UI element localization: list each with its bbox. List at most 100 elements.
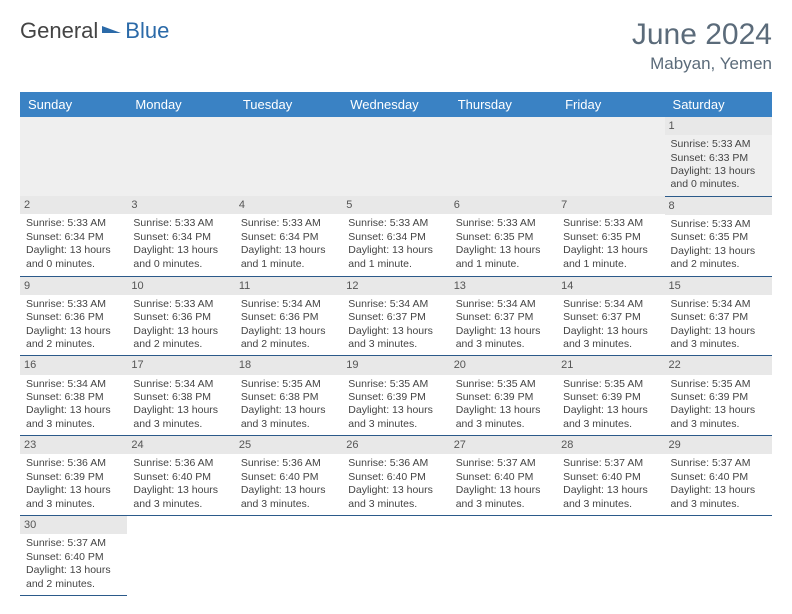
day-info: Sunrise: 5:34 AMSunset: 6:36 PMDaylight:… bbox=[241, 298, 336, 352]
day-info: Sunrise: 5:35 AMSunset: 6:39 PMDaylight:… bbox=[348, 378, 443, 432]
day-info: Sunrise: 5:34 AMSunset: 6:38 PMDaylight:… bbox=[26, 378, 121, 432]
weekday-header: Friday bbox=[557, 92, 664, 117]
calendar-cell: 17 Sunrise: 5:34 AMSunset: 6:38 PMDayligh… bbox=[127, 356, 234, 436]
day-number: 10 bbox=[127, 277, 234, 295]
calendar-row: 1Sunrise: 5:33 AMSunset: 6:33 PMDaylight… bbox=[20, 117, 772, 196]
calendar-row: 30Sunrise: 5:37 AMSunset: 6:40 PMDayligh… bbox=[20, 516, 772, 596]
calendar-cell bbox=[235, 516, 342, 596]
day-number: 12 bbox=[342, 277, 449, 295]
day-info: Sunrise: 5:34 AMSunset: 6:37 PMDaylight:… bbox=[348, 298, 443, 352]
calendar-cell: 22 Sunrise: 5:35 AMSunset: 6:39 PMDayligh… bbox=[665, 356, 772, 436]
day-info: Sunrise: 5:35 AMSunset: 6:39 PMDaylight:… bbox=[456, 378, 551, 432]
logo-text-general: General bbox=[20, 18, 98, 44]
day-number: 13 bbox=[450, 277, 557, 295]
calendar-cell bbox=[127, 117, 234, 196]
calendar-cell: 23 Sunrise: 5:36 AMSunset: 6:39 PMDayligh… bbox=[20, 436, 127, 516]
calendar-cell: 16 Sunrise: 5:34 AMSunset: 6:38 PMDayligh… bbox=[20, 356, 127, 436]
calendar-cell: 11 Sunrise: 5:34 AMSunset: 6:36 PMDayligh… bbox=[235, 276, 342, 356]
day-number: 16 bbox=[20, 356, 127, 374]
day-number: 22 bbox=[665, 356, 772, 374]
calendar-cell: 15Sunrise: 5:34 AMSunset: 6:37 PMDayligh… bbox=[665, 276, 772, 356]
calendar-cell bbox=[557, 117, 664, 196]
calendar-cell: 1Sunrise: 5:33 AMSunset: 6:33 PMDaylight… bbox=[665, 117, 772, 196]
calendar-cell: 20 Sunrise: 5:35 AMSunset: 6:39 PMDayligh… bbox=[450, 356, 557, 436]
calendar-cell: 10Sunrise: 5:33 AMSunset: 6:36 PMDayligh… bbox=[127, 276, 234, 356]
weekday-header: Sunday bbox=[20, 92, 127, 117]
weekday-header: Thursday bbox=[450, 92, 557, 117]
logo-text-blue: Blue bbox=[125, 18, 169, 44]
logo-flag-icon bbox=[98, 18, 123, 44]
day-number: 7 bbox=[557, 196, 664, 214]
calendar-cell: 14 Sunrise: 5:34 AMSunset: 6:37 PMDayligh… bbox=[557, 276, 664, 356]
day-info: Sunrise: 5:33 AMSunset: 6:35 PMDaylight:… bbox=[456, 217, 551, 271]
day-info: Sunrise: 5:33 AMSunset: 6:34 PMDaylight:… bbox=[241, 217, 336, 271]
day-info: Sunrise: 5:33 AMSunset: 6:36 PMDaylight:… bbox=[26, 298, 121, 352]
day-info: Sunrise: 5:36 AMSunset: 6:40 PMDaylight:… bbox=[348, 457, 443, 511]
day-number: 26 bbox=[342, 436, 449, 454]
header: General Blue June 2024 Mabyan, Yemen bbox=[20, 18, 772, 74]
day-number: 2 bbox=[20, 196, 127, 214]
calendar-cell bbox=[450, 117, 557, 196]
calendar-cell bbox=[665, 516, 772, 596]
day-info: Sunrise: 5:34 AMSunset: 6:38 PMDaylight:… bbox=[133, 378, 228, 432]
weekday-header: Wednesday bbox=[342, 92, 449, 117]
day-number: 6 bbox=[450, 196, 557, 214]
weekday-header: Monday bbox=[127, 92, 234, 117]
day-info: Sunrise: 5:37 AMSunset: 6:40 PMDaylight:… bbox=[456, 457, 551, 511]
calendar-cell: 12 Sunrise: 5:34 AMSunset: 6:37 PMDayligh… bbox=[342, 276, 449, 356]
calendar-cell: 19Sunrise: 5:35 AMSunset: 6:39 PMDayligh… bbox=[342, 356, 449, 436]
calendar-cell: 8Sunrise: 5:33 AMSunset: 6:35 PMDaylight… bbox=[665, 196, 772, 276]
day-info: Sunrise: 5:33 AMSunset: 6:34 PMDaylight:… bbox=[133, 217, 228, 271]
calendar-cell: 24 Sunrise: 5:36 AMSunset: 6:40 PMDayligh… bbox=[127, 436, 234, 516]
location: Mabyan, Yemen bbox=[632, 54, 772, 74]
day-number: 5 bbox=[342, 196, 449, 214]
calendar-cell: 5Sunrise: 5:33 AMSunset: 6:34 PMDaylight… bbox=[342, 196, 449, 276]
day-number: 25 bbox=[235, 436, 342, 454]
day-info: Sunrise: 5:33 AMSunset: 6:35 PMDaylight:… bbox=[563, 217, 658, 271]
calendar-cell bbox=[20, 117, 127, 196]
day-number: 17 bbox=[127, 356, 234, 374]
calendar-cell: 29 Sunrise: 5:37 AMSunset: 6:40 PMDayligh… bbox=[665, 436, 772, 516]
day-number: 28 bbox=[557, 436, 664, 454]
calendar-row: 16 Sunrise: 5:34 AMSunset: 6:38 PMDayligh… bbox=[20, 356, 772, 436]
calendar-cell: 27Sunrise: 5:37 AMSunset: 6:40 PMDayligh… bbox=[450, 436, 557, 516]
calendar-body: 1Sunrise: 5:33 AMSunset: 6:33 PMDaylight… bbox=[20, 117, 772, 595]
day-number: 24 bbox=[127, 436, 234, 454]
day-info: Sunrise: 5:37 AMSunset: 6:40 PMDaylight:… bbox=[671, 457, 766, 511]
calendar-row: 9 Sunrise: 5:33 AMSunset: 6:36 PMDaylight… bbox=[20, 276, 772, 356]
day-info: Sunrise: 5:36 AMSunset: 6:40 PMDaylight:… bbox=[133, 457, 228, 511]
page: General Blue June 2024 Mabyan, Yemen Sun… bbox=[0, 0, 792, 614]
day-info: Sunrise: 5:36 AMSunset: 6:40 PMDaylight:… bbox=[241, 457, 336, 511]
day-info: Sunrise: 5:34 AMSunset: 6:37 PMDaylight:… bbox=[563, 298, 658, 352]
calendar-cell bbox=[342, 117, 449, 196]
day-number: 9 bbox=[20, 277, 127, 295]
day-info: Sunrise: 5:35 AMSunset: 6:39 PMDaylight:… bbox=[671, 378, 766, 432]
calendar-table: SundayMondayTuesdayWednesdayThursdayFrid… bbox=[20, 92, 772, 596]
day-number: 21 bbox=[557, 356, 664, 374]
calendar-cell: 13Sunrise: 5:34 AMSunset: 6:37 PMDayligh… bbox=[450, 276, 557, 356]
day-info: Sunrise: 5:33 AMSunset: 6:34 PMDaylight:… bbox=[26, 217, 121, 271]
calendar-cell: 30Sunrise: 5:37 AMSunset: 6:40 PMDayligh… bbox=[20, 516, 127, 596]
calendar-cell: 18Sunrise: 5:35 AMSunset: 6:38 PMDayligh… bbox=[235, 356, 342, 436]
calendar-cell: 3 Sunrise: 5:33 AMSunset: 6:34 PMDaylight… bbox=[127, 196, 234, 276]
day-info: Sunrise: 5:36 AMSunset: 6:39 PMDaylight:… bbox=[26, 457, 121, 511]
day-number: 30 bbox=[20, 516, 127, 534]
logo: General Blue bbox=[20, 18, 169, 44]
day-number: 11 bbox=[235, 277, 342, 295]
day-number: 14 bbox=[557, 277, 664, 295]
day-number: 3 bbox=[127, 196, 234, 214]
calendar-cell bbox=[450, 516, 557, 596]
day-number: 29 bbox=[665, 436, 772, 454]
day-number: 23 bbox=[20, 436, 127, 454]
day-info: Sunrise: 5:33 AMSunset: 6:33 PMDaylight:… bbox=[671, 138, 766, 192]
calendar-cell: 26 Sunrise: 5:36 AMSunset: 6:40 PMDayligh… bbox=[342, 436, 449, 516]
day-number: 4 bbox=[235, 196, 342, 214]
day-info: Sunrise: 5:34 AMSunset: 6:37 PMDaylight:… bbox=[671, 298, 766, 352]
weekday-header: Saturday bbox=[665, 92, 772, 117]
day-info: Sunrise: 5:37 AMSunset: 6:40 PMDaylight:… bbox=[563, 457, 658, 511]
day-number: 20 bbox=[450, 356, 557, 374]
calendar-row: 23 Sunrise: 5:36 AMSunset: 6:39 PMDayligh… bbox=[20, 436, 772, 516]
calendar-cell bbox=[557, 516, 664, 596]
title-block: June 2024 Mabyan, Yemen bbox=[632, 18, 772, 74]
calendar-cell: 4 Sunrise: 5:33 AMSunset: 6:34 PMDaylight… bbox=[235, 196, 342, 276]
